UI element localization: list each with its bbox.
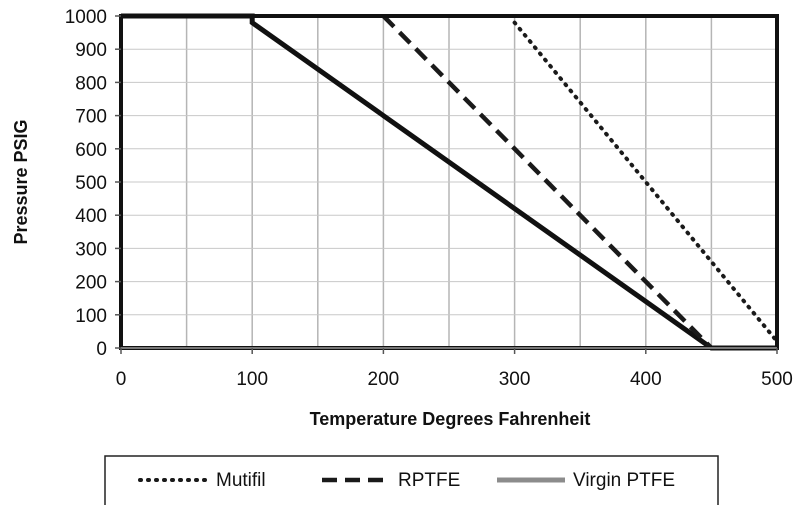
legend-label-rptfe: RPTFE — [398, 470, 460, 491]
x-tick-label: 200 — [368, 369, 400, 390]
x-axis-title: Temperature Degrees Fahrenheit — [310, 409, 591, 429]
y-tick-label: 900 — [75, 40, 107, 61]
legend-box — [104, 455, 719, 505]
x-tick-label: 0 — [116, 369, 127, 390]
y-axis-ticks: 0 100 200 300 400 500 600 700 800 900 1000 — [65, 7, 121, 360]
y-tick-label: 100 — [75, 306, 107, 327]
x-tick-label: 100 — [236, 369, 268, 390]
y-tick-label: 700 — [75, 107, 107, 128]
series-line-mutifil — [512, 20, 779, 344]
y-axis-title: Pressure PSIG — [11, 119, 31, 244]
y-tick-label: 0 — [96, 339, 107, 360]
y-tick-label: 200 — [75, 273, 107, 294]
x-tick-label: 400 — [630, 369, 662, 390]
y-tick-label: 800 — [75, 73, 107, 94]
x-tick-label: 300 — [499, 369, 531, 390]
legend-label-virgin-ptfe: Virgin PTFE — [573, 470, 675, 491]
y-tick-label: 1000 — [65, 7, 107, 28]
grid — [120, 15, 778, 349]
y-tick-label: 300 — [75, 239, 107, 260]
y-tick-label: 500 — [75, 173, 107, 194]
x-tick-label: 500 — [761, 369, 793, 390]
legend-label-mutifil: Mutifil — [216, 470, 266, 491]
y-tick-label: 600 — [75, 140, 107, 161]
legend: Mutifil RPTFE Virgin PTFE — [104, 455, 719, 505]
y-tick-label: 400 — [75, 206, 107, 227]
x-axis-ticks: 0 100 200 300 400 500 — [116, 348, 793, 390]
series-line-rptfe — [381, 14, 714, 350]
